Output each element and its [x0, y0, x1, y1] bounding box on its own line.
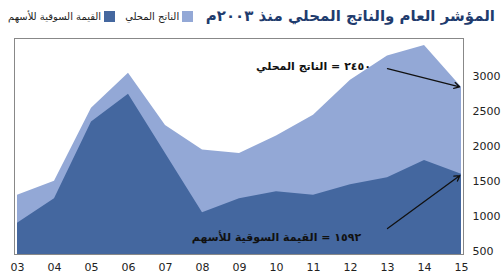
svg-text:1000: 1000 — [473, 210, 501, 223]
svg-text:05: 05 — [85, 261, 99, 274]
svg-text:3000: 3000 — [473, 70, 501, 83]
svg-text:14: 14 — [418, 261, 432, 274]
svg-text:07: 07 — [159, 261, 173, 274]
svg-text:13: 13 — [381, 261, 395, 274]
html-text:المؤشر العام والناتج المحلي من: المؤشر العام والناتج المحلي منذ ٢٠٠٣م — [205, 7, 495, 25]
svg-text:2500: 2500 — [473, 105, 501, 118]
svg-text:04: 04 — [48, 261, 62, 274]
svg-text:2000: 2000 — [473, 140, 501, 153]
html-text:القيمة السوقية للأسهم: القيمة السوقية للأسهم — [8, 10, 102, 22]
svg-text:03: 03 — [11, 261, 25, 274]
svg-text:08: 08 — [196, 261, 210, 274]
html-text:الناتج المحلي: الناتج المحلي — [125, 10, 180, 22]
svg-text:11: 11 — [307, 261, 321, 274]
svg-text:06: 06 — [122, 261, 136, 274]
svg-text:10: 10 — [270, 261, 284, 274]
svg-text:15: 15 — [455, 261, 469, 274]
svg-text:١٥٩٢ = القيمة السوقية للأسهم: ١٥٩٢ = القيمة السوقية للأسهم — [192, 230, 362, 244]
svg-text:12: 12 — [344, 261, 358, 274]
svg-text:500: 500 — [473, 245, 494, 258]
svg-text:09: 09 — [233, 261, 247, 274]
svg-text:٢٤٥٠ = الناتج المحلي: ٢٤٥٠ = الناتج المحلي — [256, 60, 371, 73]
svg-text:1500: 1500 — [473, 175, 501, 188]
